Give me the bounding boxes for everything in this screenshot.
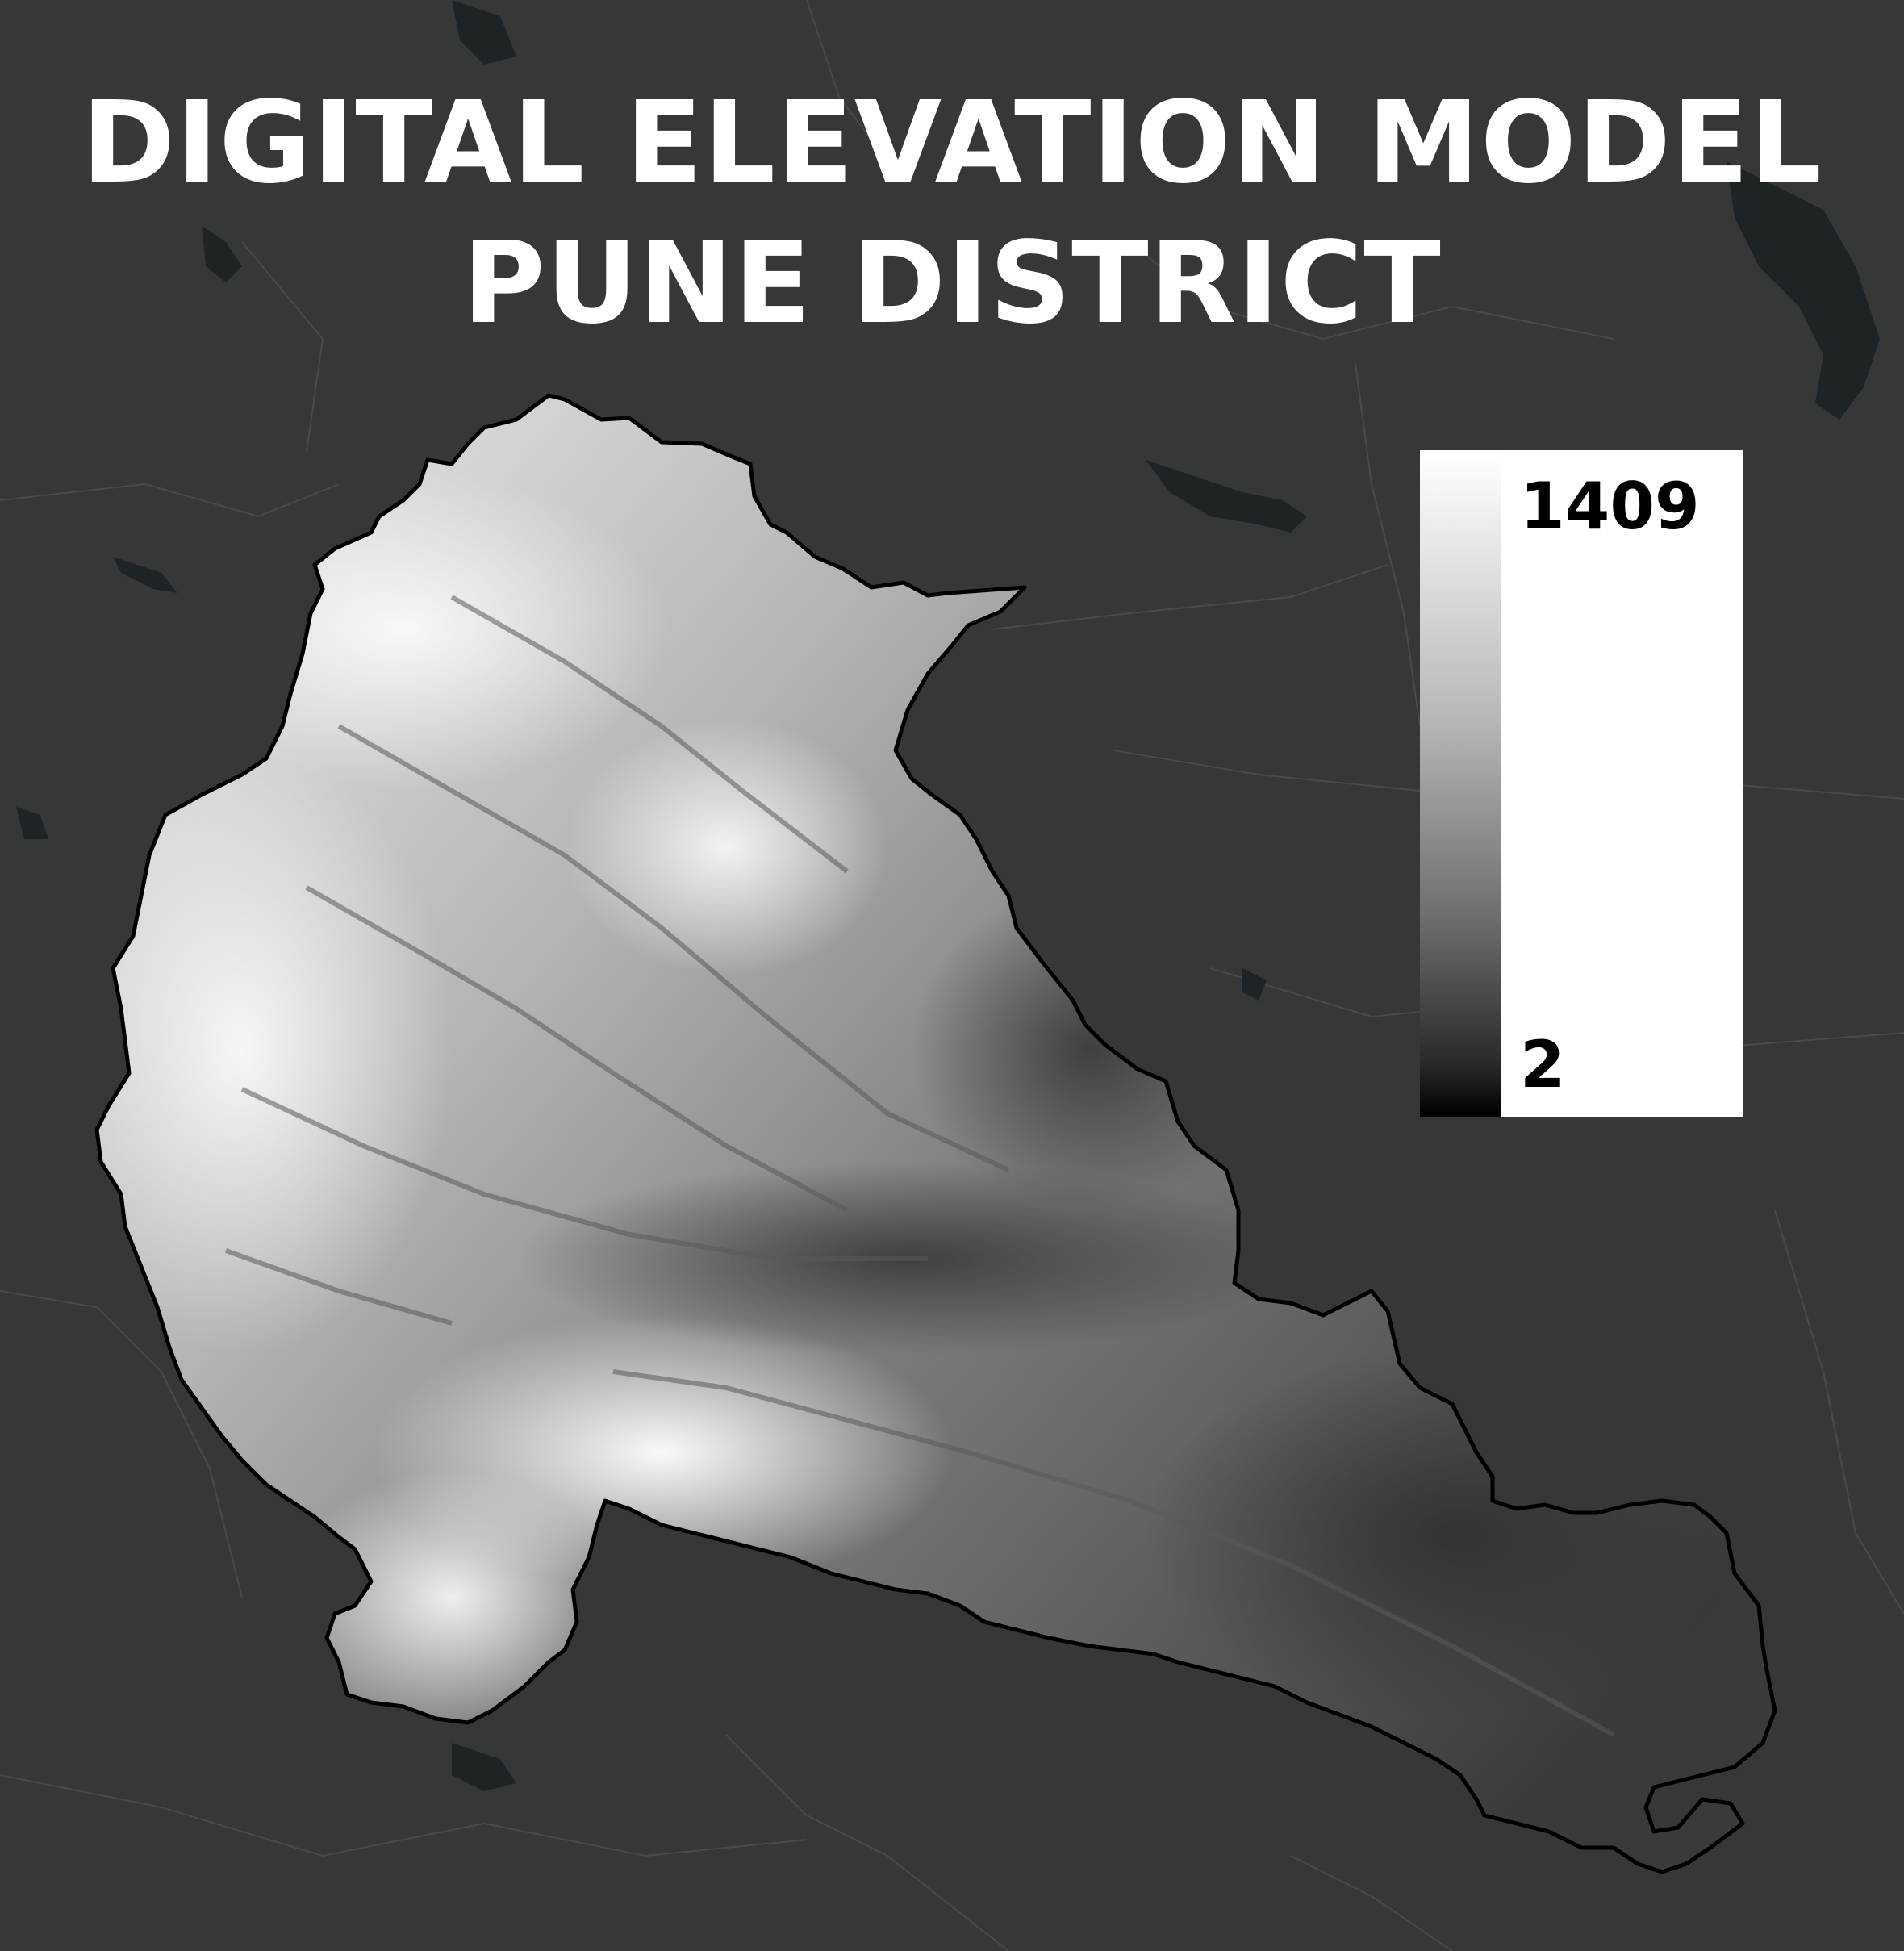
map-title-line-1: DIGITAL ELEVATION MODEL — [81, 77, 1823, 209]
legend-min-label: 2 — [1520, 1027, 1565, 1102]
legend-max-label: 1409 — [1520, 469, 1700, 544]
legend-color-ramp — [1420, 450, 1501, 1117]
district-boundary — [94, 393, 1777, 1874]
elevation-legend: 1409 2 — [1420, 450, 1743, 1117]
map-title-line-2: PUNE DISTRICT — [462, 218, 1442, 349]
